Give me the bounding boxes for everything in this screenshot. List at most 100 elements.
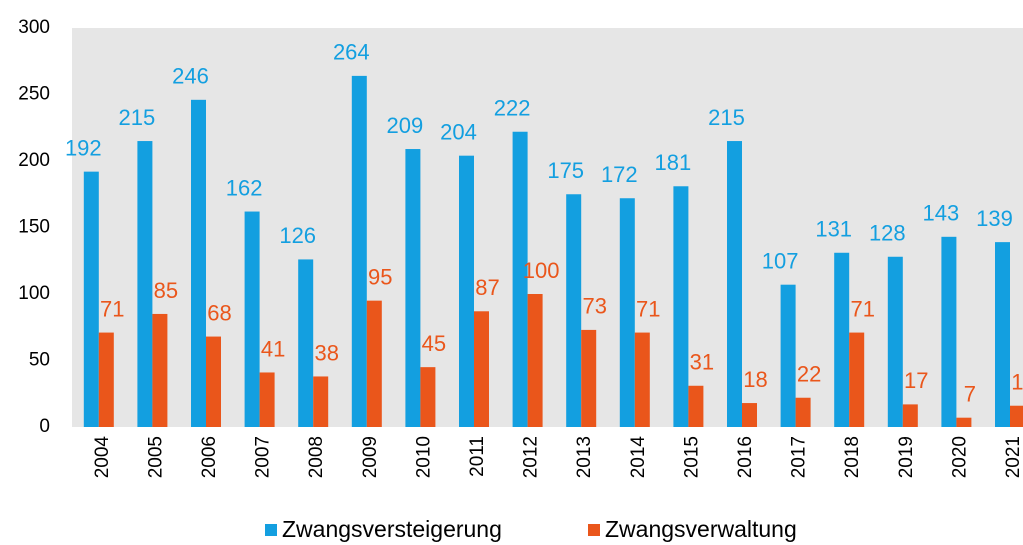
data-label: 41 (261, 336, 285, 361)
data-label: 16 (1011, 370, 1023, 395)
data-label: 162 (226, 175, 263, 200)
y-tick-label: 50 (29, 350, 50, 371)
bar (405, 149, 421, 427)
x-tick-label: 2020 (949, 436, 970, 478)
bar (298, 259, 314, 427)
x-tick-label: 2009 (360, 436, 381, 478)
legend-swatch (265, 524, 277, 536)
data-label: 31 (690, 350, 714, 375)
x-tick-label: 2017 (789, 436, 810, 478)
x-tick-label: 2014 (628, 436, 649, 479)
data-label: 71 (636, 296, 660, 321)
data-label: 215 (708, 105, 745, 130)
data-label: 264 (333, 40, 370, 65)
x-tick-label: 2010 (413, 436, 434, 478)
x-tick-label: 2019 (896, 436, 917, 478)
x-tick-label: 2007 (253, 436, 274, 478)
data-label: 107 (762, 249, 799, 274)
bar (206, 336, 221, 427)
data-label: 22 (797, 362, 821, 387)
bar (566, 194, 582, 427)
bar (956, 417, 972, 427)
bar (459, 155, 474, 427)
data-label: 71 (850, 296, 874, 321)
x-tick-label: 2005 (145, 436, 166, 478)
bar (259, 372, 275, 427)
x-tick-label: 2004 (92, 436, 113, 479)
y-tick-label: 100 (18, 283, 50, 304)
data-label: 126 (279, 223, 316, 248)
data-label: 18 (743, 367, 767, 392)
data-label: 100 (523, 258, 560, 283)
data-label: 175 (547, 158, 584, 183)
data-label: 204 (440, 119, 477, 144)
plot-area (72, 28, 1023, 427)
data-label: 38 (314, 340, 338, 365)
bar (941, 236, 957, 427)
bar (995, 242, 1010, 427)
data-label: 246 (172, 64, 209, 89)
bar (887, 256, 903, 427)
bar (727, 141, 742, 428)
bar (512, 131, 528, 428)
data-label: 68 (207, 300, 231, 325)
bar (581, 329, 597, 427)
data-label: 181 (655, 150, 692, 175)
legend-label: Zwangsverwaltung (605, 516, 797, 542)
bar (137, 141, 153, 428)
bar (1010, 405, 1023, 427)
bar (742, 403, 757, 427)
legend-swatch (588, 524, 600, 536)
data-label: 95 (368, 264, 392, 289)
data-label: 209 (387, 113, 424, 138)
y-tick-label: 0 (39, 416, 50, 437)
bar (634, 332, 650, 427)
data-label: 7 (964, 382, 976, 407)
bar (780, 284, 796, 427)
bar (834, 252, 850, 427)
x-tick-label: 2018 (842, 436, 863, 478)
bar (351, 75, 367, 427)
y-tick-label: 300 (18, 17, 50, 38)
data-label: 87 (475, 275, 499, 300)
x-tick-label: 2013 (574, 436, 595, 478)
x-tick-label: 2006 (199, 436, 220, 478)
data-label: 131 (815, 217, 852, 242)
data-label: 73 (582, 294, 606, 319)
bar (98, 332, 114, 427)
data-label: 192 (65, 135, 102, 160)
bar (152, 313, 168, 427)
data-label: 139 (976, 206, 1013, 231)
data-label: 172 (601, 162, 638, 187)
data-label: 45 (422, 331, 446, 356)
y-tick-label: 150 (18, 217, 50, 238)
x-tick-label: 2012 (521, 436, 542, 478)
bar (795, 397, 811, 427)
y-tick-label: 200 (18, 150, 50, 171)
bar (849, 332, 865, 427)
bar (420, 367, 436, 427)
x-tick-label: 2015 (681, 436, 702, 478)
bar (83, 171, 99, 427)
bar (673, 186, 689, 427)
bar (619, 198, 635, 427)
bar (244, 211, 260, 427)
x-tick-label: 2021 (1003, 436, 1023, 478)
bar (474, 311, 489, 427)
bar (688, 385, 704, 427)
data-label: 143 (923, 201, 960, 226)
data-label: 71 (100, 296, 124, 321)
x-tick-label: 2008 (306, 436, 327, 478)
data-label: 222 (494, 96, 531, 121)
data-label: 17 (904, 368, 928, 393)
x-tick-label: 2011 (467, 436, 488, 477)
data-label: 128 (869, 221, 906, 246)
legend-label: Zwangsversteigerung (282, 516, 502, 542)
bar (527, 294, 543, 427)
data-label: 85 (154, 278, 178, 303)
data-label: 215 (119, 105, 156, 130)
x-tick-label: 2016 (735, 436, 756, 478)
bar (191, 99, 206, 427)
bar (366, 300, 382, 427)
